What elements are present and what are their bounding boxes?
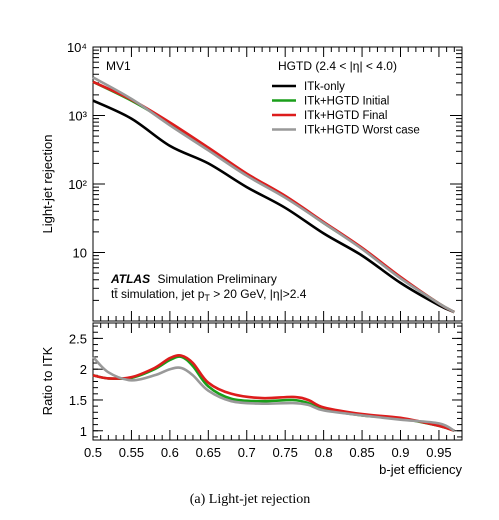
selection-main: tt̄ simulation, jet p: [111, 287, 205, 301]
atlas-word: ATLAS: [110, 272, 150, 286]
tagger-label: MV1: [106, 59, 131, 73]
ratio-line-itk-hgtd-worst-case: [92, 355, 455, 432]
figure-caption: (a) Light-jet rejection: [190, 492, 311, 507]
legend-label: ITk+HGTD Initial: [304, 96, 389, 108]
bottom-y-tick-label: 2: [80, 362, 87, 377]
x-tick-label: 0.85: [349, 445, 374, 460]
series-line-itk-hgtd-worst-case: [92, 76, 455, 314]
region-label: HGTD (2.4 < |η| < 4.0): [278, 59, 397, 73]
bottom-plot-frame: [92, 322, 463, 441]
bottom-y-tick-label: 2.5: [69, 331, 87, 346]
legend-label: ITk+HGTD Worst case: [304, 125, 420, 137]
x-tick-label: 0.8: [315, 445, 333, 460]
top-y-tick-label: 10²: [68, 177, 87, 192]
bottom-y-tick-label: 1: [80, 424, 87, 439]
bottom-y-axis-title: Ratio to ITK: [40, 346, 55, 415]
top-y-tick-label: 10³: [68, 109, 87, 124]
ratio-line-itk-hgtd-final: [92, 354, 455, 433]
x-tick-label: 0.7: [238, 445, 256, 460]
x-tick-label: 0.95: [426, 445, 451, 460]
x-tick-label: 0.5: [84, 445, 102, 460]
x-tick-label: 0.65: [196, 445, 221, 460]
legend-label: ITk+HGTD Final: [304, 110, 387, 122]
series-line-itk-only: [92, 99, 455, 314]
selection-subscript: T: [204, 293, 210, 303]
bottom-y-tick-label: 1.5: [69, 393, 87, 408]
top-y-tick-label: 10: [73, 246, 87, 261]
legend-label: ITk-only: [304, 81, 345, 93]
top-y-tick-label: 10⁴: [67, 40, 87, 55]
x-tick-label: 0.55: [119, 445, 144, 460]
selection-label: tt̄ simulation, jet pT > 20 GeV, |η|>2.4: [111, 287, 307, 303]
legend: ITk-only ITk+HGTD Initial ITk+HGTD Final IT…: [272, 81, 420, 137]
selection-rest: > 20 GeV, |η|>2.4: [210, 287, 307, 301]
x-tick-label: 0.6: [161, 445, 179, 460]
x-axis-title: b-jet efficiency: [379, 462, 462, 477]
atlas-label: ATLAS Simulation Preliminary: [110, 272, 277, 286]
top-y-axis-title: Light-jet rejection: [40, 135, 55, 234]
atlas-suffix: Simulation Preliminary: [157, 272, 276, 286]
x-tick-label: 0.75: [273, 445, 298, 460]
x-tick-label: 0.9: [391, 445, 409, 460]
